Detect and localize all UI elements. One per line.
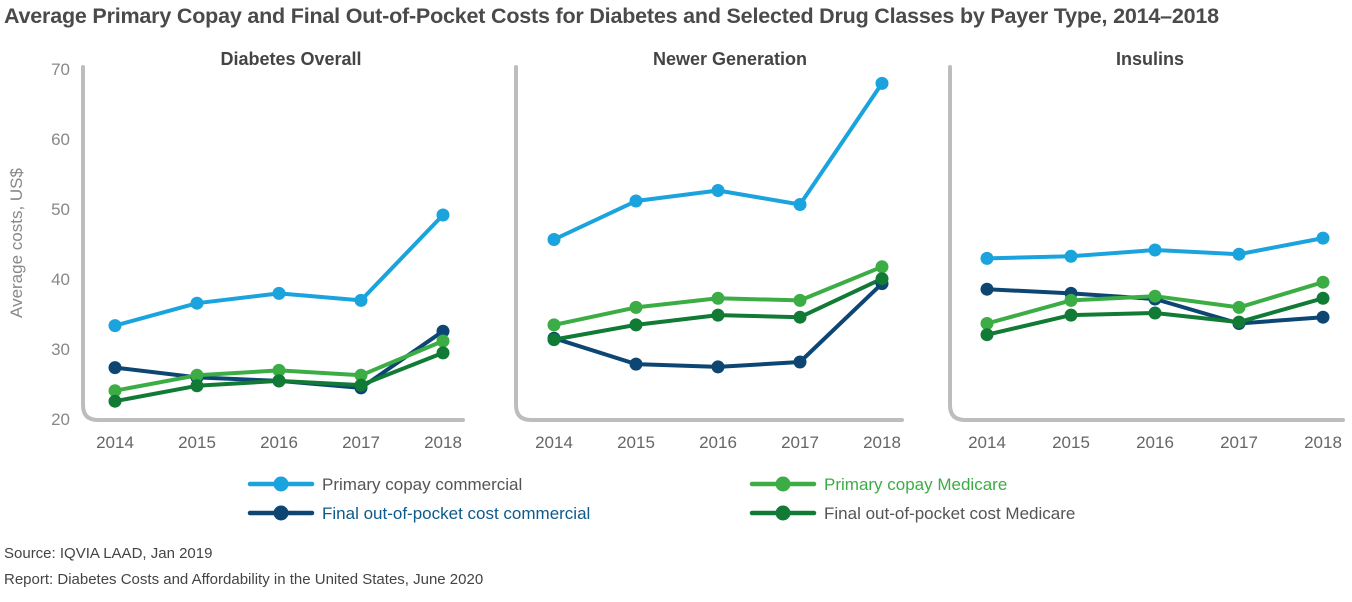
legend-label: Final out-of-pocket cost Medicare [824, 504, 1075, 523]
x-tick-label-2018: 2018 [863, 433, 901, 452]
data-point-primary_commercial [547, 233, 561, 246]
data-point-final_medicare [436, 346, 450, 360]
x-tick-label-2014: 2014 [96, 433, 134, 452]
data-point-primary_medicare [629, 300, 643, 314]
data-point-primary_commercial [1316, 231, 1330, 245]
data-point-final_medicare [1064, 308, 1078, 322]
data-point-primary_commercial [190, 296, 204, 310]
y-tick-label-30: 30 [51, 340, 70, 359]
data-point-primary_medicare [108, 384, 122, 398]
x-tick-label-2016: 2016 [1136, 433, 1174, 452]
x-tick-label-2018: 2018 [424, 433, 462, 452]
data-point-primary_commercial [1232, 247, 1246, 261]
legend-swatch-marker [775, 505, 791, 521]
data-point-primary_commercial [354, 293, 368, 307]
panel-axis-1 [81, 65, 465, 422]
data-point-primary_commercial [980, 251, 994, 265]
data-point-final_medicare [1316, 291, 1330, 305]
x-tick-label-2014: 2014 [968, 433, 1006, 452]
data-point-primary_medicare [547, 318, 561, 332]
data-point-primary_medicare [793, 293, 807, 307]
series-line-primary_commercial [552, 81, 884, 242]
y-tick-label-60: 60 [51, 130, 70, 149]
data-point-final_commercial [1316, 310, 1330, 324]
x-tick-label-2015: 2015 [617, 433, 655, 452]
data-point-primary_medicare [1064, 293, 1078, 307]
y-tick-label-20: 20 [51, 410, 70, 429]
data-point-primary_medicare [1148, 289, 1162, 303]
panel-title-1: Diabetes Overall [220, 49, 361, 69]
legend-label: Primary copay commercial [322, 475, 522, 494]
x-tick-label-2017: 2017 [781, 433, 819, 452]
data-point-final_medicare [793, 310, 807, 324]
data-point-primary_medicare [272, 363, 286, 377]
data-point-final_medicare [108, 394, 122, 408]
data-point-final_medicare [354, 378, 368, 392]
data-point-primary_medicare [875, 260, 889, 274]
x-tick-label-2018: 2018 [1304, 433, 1342, 452]
data-point-primary_commercial [711, 184, 725, 197]
data-point-final_commercial [711, 360, 725, 374]
data-point-primary_commercial [1148, 243, 1162, 257]
legend-swatch-marker [775, 476, 791, 492]
data-point-final_medicare [547, 333, 561, 347]
data-point-primary_commercial [793, 198, 807, 211]
source-note: Source: IQVIA LAAD, Jan 2019 [4, 545, 213, 562]
data-point-primary_medicare [980, 317, 994, 330]
x-tick-label-2016: 2016 [260, 433, 298, 452]
data-point-primary_commercial [1064, 249, 1078, 263]
data-point-final_commercial [108, 361, 122, 375]
legend-label: Primary copay Medicare [824, 475, 1007, 494]
y-tick-label-70: 70 [51, 60, 70, 79]
y-tick-label-50: 50 [51, 200, 70, 219]
data-point-final_medicare [711, 308, 725, 322]
data-point-final_medicare [629, 318, 643, 332]
x-tick-label-2015: 2015 [1052, 433, 1090, 452]
data-point-final_commercial [436, 324, 450, 338]
x-tick-label-2016: 2016 [699, 433, 737, 452]
legend-label: Final out-of-pocket cost commercial [322, 504, 590, 523]
series-line-primary_commercial [113, 213, 445, 328]
data-point-primary_medicare [354, 368, 368, 382]
data-point-primary_commercial [436, 208, 450, 222]
x-tick-label-2015: 2015 [178, 433, 216, 452]
data-point-final_commercial [980, 282, 994, 296]
data-point-primary_medicare [1232, 300, 1246, 314]
report-note: Report: Diabetes Costs and Affordability… [4, 571, 484, 588]
x-tick-label-2017: 2017 [1220, 433, 1258, 452]
x-tick-label-2014: 2014 [535, 433, 573, 452]
legend-swatch-marker [273, 505, 289, 521]
y-axis-label: Average costs, US$ [7, 167, 26, 317]
data-point-primary_commercial [875, 76, 889, 90]
data-point-final_medicare [190, 379, 204, 393]
data-point-primary_commercial [629, 194, 643, 208]
panel-title-2: Newer Generation [653, 49, 807, 69]
data-point-primary_commercial [272, 286, 286, 300]
panel-axis-3 [948, 65, 1345, 422]
y-tick-label-40: 40 [51, 270, 70, 289]
panel-title-3: Insulins [1116, 49, 1184, 69]
panel-axis-2 [514, 65, 904, 422]
data-point-primary_medicare [190, 368, 204, 382]
data-point-final_medicare [1232, 315, 1246, 329]
data-point-final_commercial [793, 355, 807, 369]
x-tick-label-2017: 2017 [342, 433, 380, 452]
data-point-primary_medicare [436, 334, 450, 348]
data-point-primary_commercial [108, 319, 122, 333]
legend-swatch-marker [273, 476, 289, 492]
data-point-primary_medicare [1316, 275, 1330, 289]
chart-title: Average Primary Copay and Final Out-of-P… [4, 4, 1219, 28]
data-point-final_medicare [980, 328, 994, 342]
data-point-final_medicare [875, 272, 889, 286]
data-point-final_medicare [272, 374, 286, 388]
data-point-final_commercial [629, 357, 643, 371]
data-point-primary_medicare [711, 291, 725, 305]
data-point-final_medicare [1148, 306, 1162, 320]
